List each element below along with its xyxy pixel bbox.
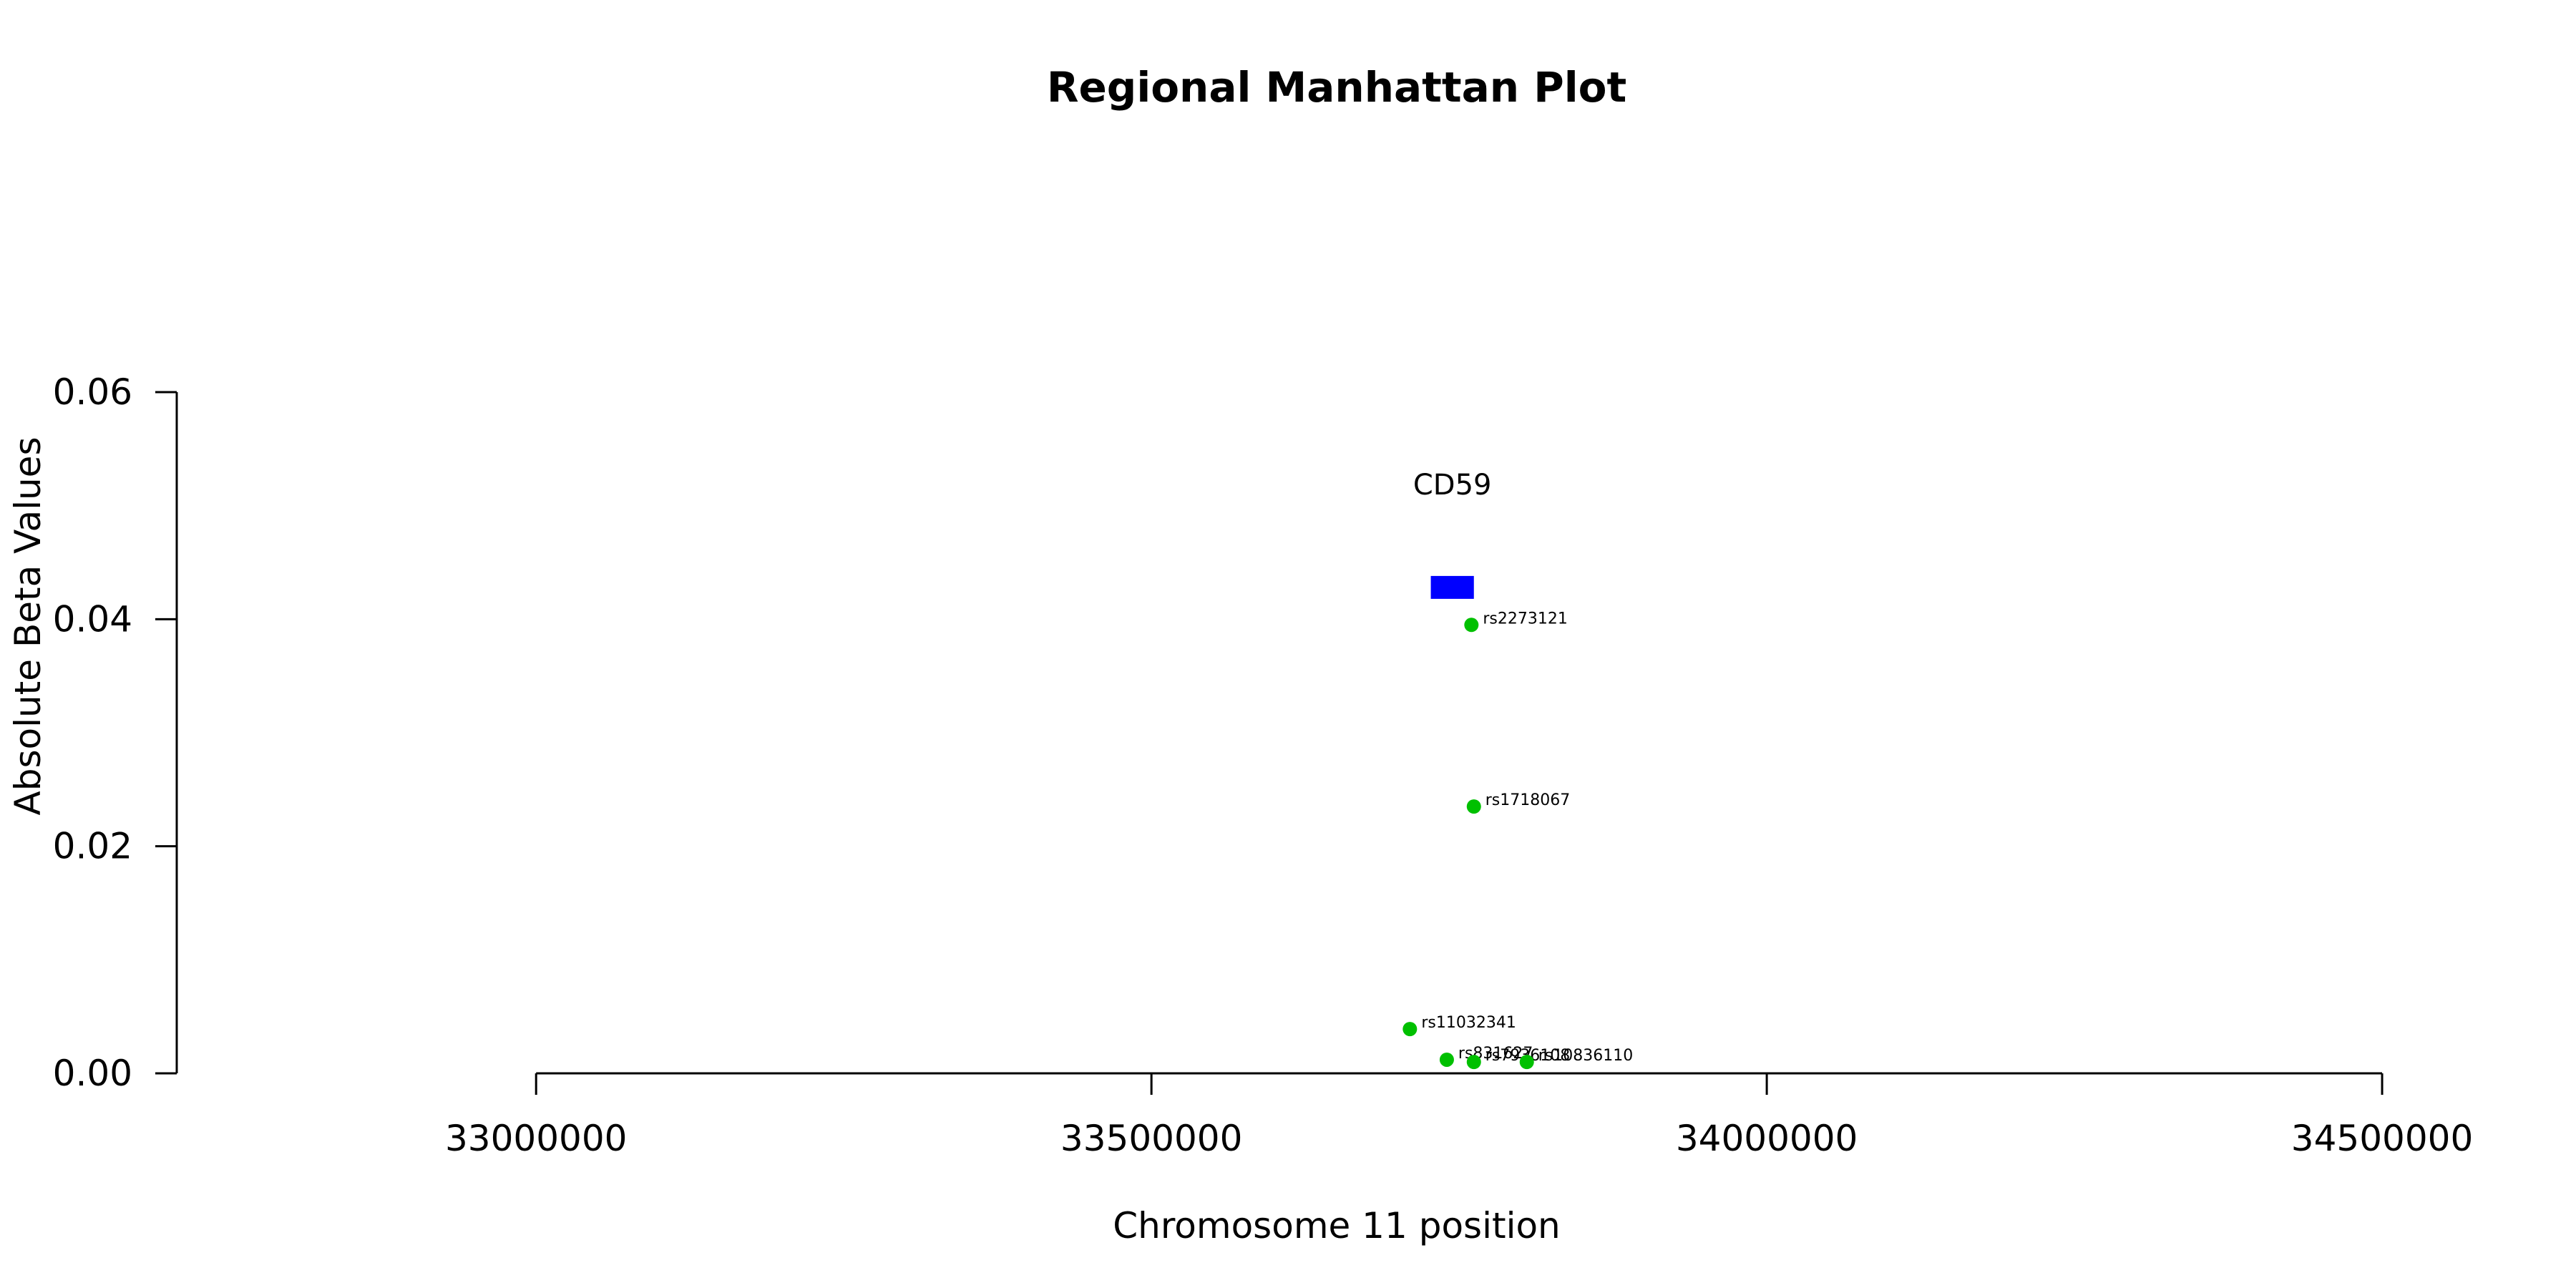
snp-point bbox=[1466, 799, 1481, 814]
snp-label: rs2273121 bbox=[1483, 610, 1568, 628]
snp-points: rs2273121rs1718067rs11032341rs831627rs79… bbox=[1402, 610, 1633, 1070]
x-tick-label: 34000000 bbox=[1676, 1118, 1858, 1159]
y-axis-label: Absolute Beta Values bbox=[7, 437, 49, 816]
x-axis-label: Chromosome 11 position bbox=[1113, 1205, 1561, 1246]
snp-point bbox=[1402, 1022, 1418, 1037]
snp-point bbox=[1519, 1055, 1534, 1070]
snp-point bbox=[1464, 618, 1479, 633]
snp-label: rs11032341 bbox=[1421, 1014, 1516, 1032]
gene-track: CD59 bbox=[1413, 469, 1492, 599]
y-tick-label: 0.06 bbox=[53, 371, 132, 413]
y-axis: 0.00 0.02 0.04 0.06 bbox=[53, 371, 178, 1094]
x-tick-label: 33000000 bbox=[445, 1118, 628, 1159]
snp-label: rs10836110 bbox=[1538, 1047, 1633, 1065]
snp-point bbox=[1466, 1055, 1481, 1070]
snp-label: rs1718067 bbox=[1485, 791, 1571, 809]
x-axis: 33000000 33500000 34000000 34500000 bbox=[445, 1072, 2474, 1159]
gene-label: CD59 bbox=[1413, 469, 1492, 502]
snp-point bbox=[1439, 1052, 1454, 1067]
y-tick-label: 0.02 bbox=[53, 826, 132, 867]
y-tick-label: 0.04 bbox=[53, 598, 132, 640]
x-tick-label: 33500000 bbox=[1060, 1118, 1243, 1159]
x-tick-label: 34500000 bbox=[2291, 1118, 2474, 1159]
chart-title: Regional Manhattan Plot bbox=[1047, 63, 1626, 112]
y-tick-label: 0.00 bbox=[53, 1053, 132, 1094]
gene-bar bbox=[1430, 575, 1474, 599]
